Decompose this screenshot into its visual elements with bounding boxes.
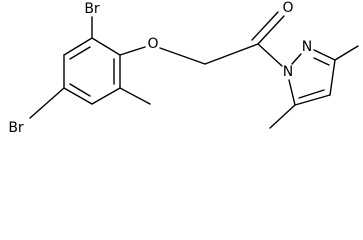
bonds (29, 11, 359, 129)
atom-label: Br (8, 120, 24, 136)
atom-label: N (302, 39, 312, 55)
atom-label: O (147, 36, 158, 52)
structure-diagram: Br Br O O N N (8, 0, 359, 136)
atom-label: O (282, 0, 293, 16)
atom-label: Br (84, 1, 100, 17)
atom-label: N (283, 64, 293, 80)
